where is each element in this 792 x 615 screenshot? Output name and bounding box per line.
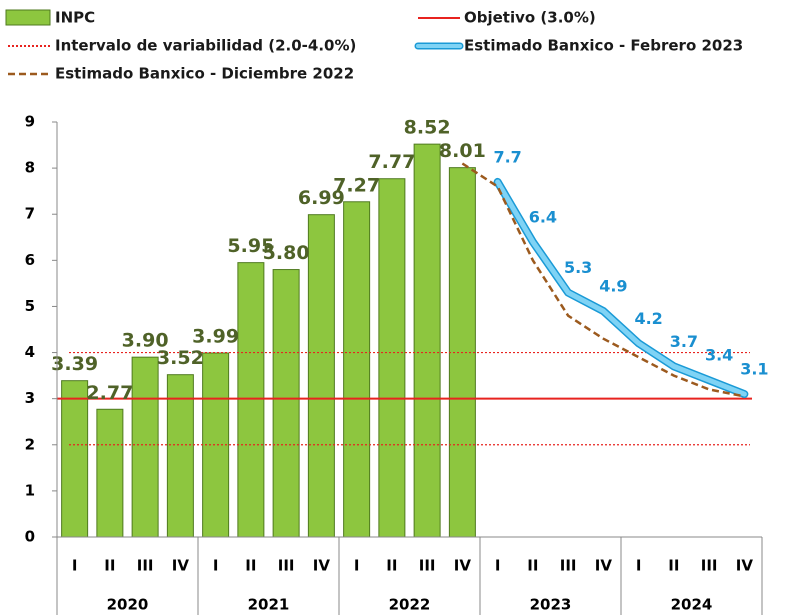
data-label: 7.7 xyxy=(493,147,521,166)
y-tick-label: 9 xyxy=(25,113,35,131)
data-label: 7.27 xyxy=(333,174,380,196)
bar xyxy=(61,380,89,538)
x-tick-label: I xyxy=(354,557,360,575)
bar xyxy=(131,356,159,538)
x-tick-label: IV xyxy=(736,557,754,575)
data-label: 4.2 xyxy=(634,309,662,328)
x-tick-label: III xyxy=(419,557,436,575)
y-tick-label: 1 xyxy=(25,481,35,499)
data-label: 5.80 xyxy=(263,242,310,264)
x-tick-label: III xyxy=(560,557,577,575)
data-label: 7.77 xyxy=(368,151,415,173)
bar xyxy=(166,374,194,538)
x-tick-label: I xyxy=(636,557,642,575)
y-tick-label: 5 xyxy=(25,297,35,315)
legend-label: Objetivo (3.0%) xyxy=(464,9,596,27)
legend-label: Estimado Banxico - Febrero 2023 xyxy=(464,37,743,55)
bar xyxy=(378,178,406,538)
x-tick-label: IV xyxy=(454,557,472,575)
bar xyxy=(96,408,124,538)
y-tick-label: 4 xyxy=(25,343,35,361)
x-tick-label: III xyxy=(701,557,718,575)
bar xyxy=(413,143,441,538)
y-tick-label: 6 xyxy=(25,251,35,269)
data-label: 3.99 xyxy=(192,326,239,348)
x-tick-label: II xyxy=(527,557,538,575)
x-tick-label: II xyxy=(104,557,115,575)
y-tick-label: 8 xyxy=(25,159,35,177)
y-tick-label: 3 xyxy=(25,389,35,407)
data-label: 6.4 xyxy=(529,207,557,226)
x-tick-label: II xyxy=(245,557,256,575)
data-label: 3.7 xyxy=(670,332,698,351)
x-group-label: 2021 xyxy=(248,596,290,614)
bar xyxy=(307,214,335,538)
data-label: 3.90 xyxy=(122,330,169,352)
x-tick-label: I xyxy=(213,557,219,575)
x-tick-label: II xyxy=(668,557,679,575)
legend-label: Estimado Banxico - Diciembre 2022 xyxy=(55,65,354,83)
bar xyxy=(343,201,371,538)
bar xyxy=(272,269,300,538)
x-tick-label: III xyxy=(137,557,154,575)
data-label: 8.52 xyxy=(404,117,451,139)
data-label: 2.77 xyxy=(86,382,133,404)
y-tick-label: 2 xyxy=(25,435,35,453)
x-tick-label: IV xyxy=(595,557,613,575)
data-label: 5.95 xyxy=(227,235,274,257)
data-label: 4.9 xyxy=(599,277,627,296)
x-tick-label: I xyxy=(72,557,78,575)
x-group-label: 2023 xyxy=(530,596,572,614)
data-label: 5.3 xyxy=(564,258,592,277)
x-tick-label: IV xyxy=(172,557,190,575)
legend-label: INPC xyxy=(55,9,95,27)
x-group-label: 2020 xyxy=(107,596,149,614)
y-tick-label: 7 xyxy=(25,205,35,223)
x-tick-label: II xyxy=(386,557,397,575)
legend-swatch xyxy=(5,9,51,26)
bar xyxy=(237,262,265,538)
data-label: 8.01 xyxy=(439,140,486,162)
data-label: 3.39 xyxy=(51,353,98,375)
legend-label: Intervalo de variabilidad (2.0-4.0%) xyxy=(55,37,356,55)
y-tick-label: 0 xyxy=(25,528,35,546)
data-label: 6.99 xyxy=(298,187,345,209)
line xyxy=(461,162,745,398)
data-label: 3.1 xyxy=(740,360,768,379)
data-label: 3.52 xyxy=(157,347,204,369)
x-tick-label: I xyxy=(495,557,501,575)
x-group-label: 2022 xyxy=(389,596,431,614)
x-tick-label: IV xyxy=(313,557,331,575)
x-group-label: 2024 xyxy=(671,596,713,614)
legend: INPC Objetivo (3.0%) Intervalo de variab… xyxy=(5,9,743,83)
data-label: 3.4 xyxy=(705,346,733,365)
line xyxy=(495,179,747,397)
x-tick-label: III xyxy=(278,557,295,575)
